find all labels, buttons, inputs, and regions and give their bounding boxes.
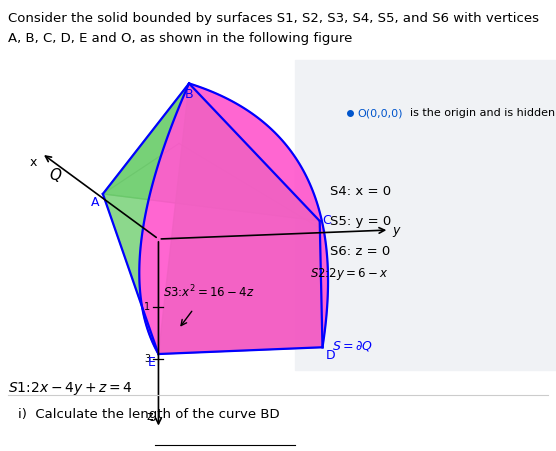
Text: x: x: [29, 156, 37, 169]
Polygon shape: [103, 83, 189, 354]
Text: Consider the solid bounded by surfaces S1, S2, S3, S4, S5, and S6 with vertices: Consider the solid bounded by surfaces S…: [8, 12, 539, 25]
Text: B: B: [185, 88, 193, 101]
Text: S4: x = 0: S4: x = 0: [330, 185, 391, 198]
Bar: [295, 60, 556, 370]
Text: $\mathit{S3}$:$x^2 = 16-4z$: $\mathit{S3}$:$x^2 = 16-4z$: [163, 284, 255, 301]
Polygon shape: [158, 83, 322, 354]
Polygon shape: [140, 83, 328, 354]
Text: S5: y = 0: S5: y = 0: [330, 215, 391, 228]
Text: z: z: [147, 410, 153, 423]
Text: is the origin and is hidden: is the origin and is hidden: [410, 108, 555, 119]
Text: $S = \partial Q$: $S = \partial Q$: [332, 339, 374, 353]
Text: 3: 3: [145, 354, 151, 364]
Text: E: E: [147, 356, 156, 369]
Text: i)  Calculate the length of the curve BD: i) Calculate the length of the curve BD: [18, 408, 280, 421]
Text: O(0,0,0): O(0,0,0): [358, 108, 403, 119]
Text: D: D: [325, 349, 335, 362]
Text: A: A: [91, 196, 100, 209]
Text: 1: 1: [145, 302, 151, 312]
Polygon shape: [103, 83, 320, 221]
Text: S6: z = 0: S6: z = 0: [330, 245, 390, 258]
Text: A, B, C, D, E and O, as shown in the following figure: A, B, C, D, E and O, as shown in the fol…: [8, 32, 353, 45]
Text: C: C: [322, 215, 331, 227]
Text: Q: Q: [49, 167, 61, 183]
Text: $\mathit{S1}$:$2x-4y+z=4$: $\mathit{S1}$:$2x-4y+z=4$: [8, 380, 133, 397]
Text: y: y: [392, 224, 400, 236]
Text: $\mathit{S2}$:$2y=6-x$: $\mathit{S2}$:$2y=6-x$: [310, 266, 389, 282]
